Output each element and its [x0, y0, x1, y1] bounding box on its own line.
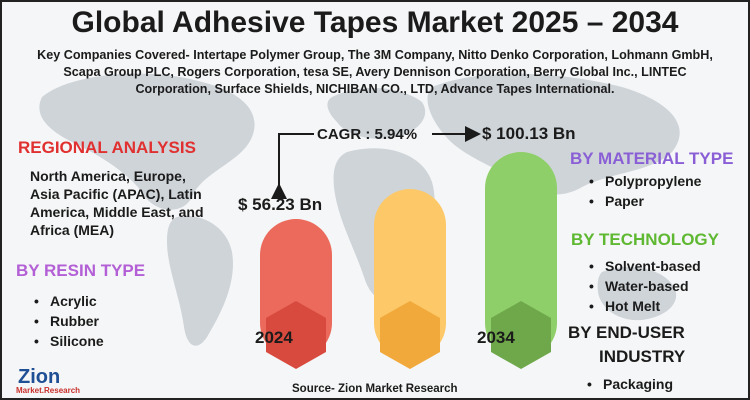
cagr-label: CAGR : 5.94% — [317, 126, 418, 143]
source-text: Source- Zion Market Research — [292, 383, 458, 395]
list-item: Silicone — [32, 331, 104, 351]
arrow-left — [271, 133, 314, 199]
list-item: Rubber — [32, 311, 104, 331]
list-item: Paper — [587, 191, 701, 211]
growth-graphic — [260, 126, 557, 369]
end-user-heading-line1: BY END-USER — [568, 323, 685, 342]
resin-type-list: Acrylic Rubber Silicone — [32, 291, 104, 351]
regional-analysis-heading: REGIONAL ANALYSIS — [18, 138, 196, 157]
list-item: Water-based — [587, 276, 701, 296]
hexagon-2024 — [266, 301, 326, 369]
list-item: Acrylic — [32, 291, 104, 311]
list-item: Packaging — [585, 374, 673, 394]
technology-list: Solvent-based Water-based Hot Melt — [587, 256, 701, 316]
value-2024: $ 56.23 Bn — [238, 195, 323, 214]
hexagon-middle — [380, 301, 440, 369]
year-2024-label: 2024 — [255, 328, 293, 347]
logo-sub: Market.Research — [16, 386, 80, 395]
material-type-list: Polypropylene Paper — [587, 171, 701, 211]
hexagon-2034 — [491, 301, 551, 369]
material-type-heading: BY MATERIAL TYPE — [570, 149, 734, 168]
regional-analysis-text: North America, Europe, Asia Pacific (APA… — [30, 168, 204, 238]
technology-heading: BY TECHNOLOGY — [571, 230, 719, 249]
end-user-heading-line2: INDUSTRY — [599, 347, 686, 366]
year-2034-label: 2034 — [477, 328, 515, 347]
bar-2034 — [485, 152, 557, 359]
list-item: Polypropylene — [587, 171, 701, 191]
value-2034: $ 100.13 Bn — [482, 124, 576, 143]
end-user-list: Packaging — [585, 374, 673, 394]
page-title: Global Adhesive Tapes Market 2025 – 2034 — [71, 6, 679, 39]
resin-type-heading: BY RESIN TYPE — [16, 261, 146, 280]
list-item: Hot Melt — [587, 296, 701, 316]
list-item: Solvent-based — [587, 256, 701, 276]
logo-brand: Zion — [18, 366, 60, 388]
zion-logo: Zion Market.Research — [12, 364, 92, 396]
key-companies-text: Key Companies Covered- Intertape Polymer… — [37, 48, 713, 96]
